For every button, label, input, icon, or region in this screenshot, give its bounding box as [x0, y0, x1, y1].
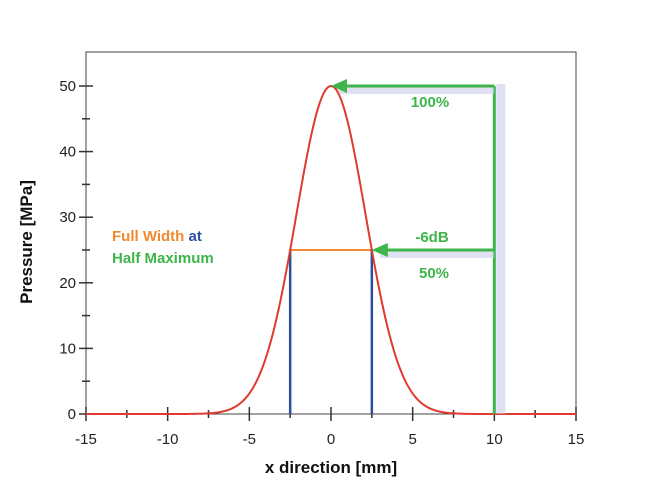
y-tick-label: 20 [59, 275, 76, 292]
arrow-shadow [379, 251, 495, 258]
arrow-shadow [496, 84, 506, 414]
label-full-width-line: Full Width at [112, 228, 202, 245]
arrowhead [331, 79, 347, 93]
annotation-arrows [331, 79, 506, 414]
annotations: 100% -6dB 50% Full Width at Half Maximum [112, 94, 449, 282]
y-tick-label: 40 [59, 144, 76, 161]
y-tick-label: 0 [68, 406, 76, 423]
label-100-percent: 100% [411, 94, 449, 111]
label-at: at [189, 228, 202, 245]
y-tick-label: 50 [59, 78, 76, 95]
x-tick-label: -5 [243, 431, 256, 448]
x-tick-label: -10 [157, 431, 179, 448]
label-half-maximum: Half Maximum [112, 250, 214, 267]
x-tick-label: 0 [327, 431, 335, 448]
label-full-width: Full Width [112, 228, 189, 245]
arrowhead [371, 243, 388, 257]
label-minus-6db: -6dB [415, 229, 449, 246]
x-tick-label: 5 [408, 431, 416, 448]
y-tick-label: 30 [59, 209, 76, 226]
arrow-shadow [339, 87, 495, 94]
tick-labels: 0 10 20 30 40 50 -15 -10 -5 0 5 10 15 [59, 78, 584, 448]
x-tick-label: 10 [486, 431, 503, 448]
fwhm-guides [288, 249, 374, 414]
x-axis-title: x direction [mm] [265, 458, 397, 477]
y-tick-label: 10 [59, 340, 76, 357]
y-axis-title: Pressure [MPa] [17, 180, 36, 304]
x-tick-label: 15 [568, 431, 585, 448]
x-tick-label: -15 [75, 431, 97, 448]
label-50-percent: 50% [419, 265, 449, 282]
